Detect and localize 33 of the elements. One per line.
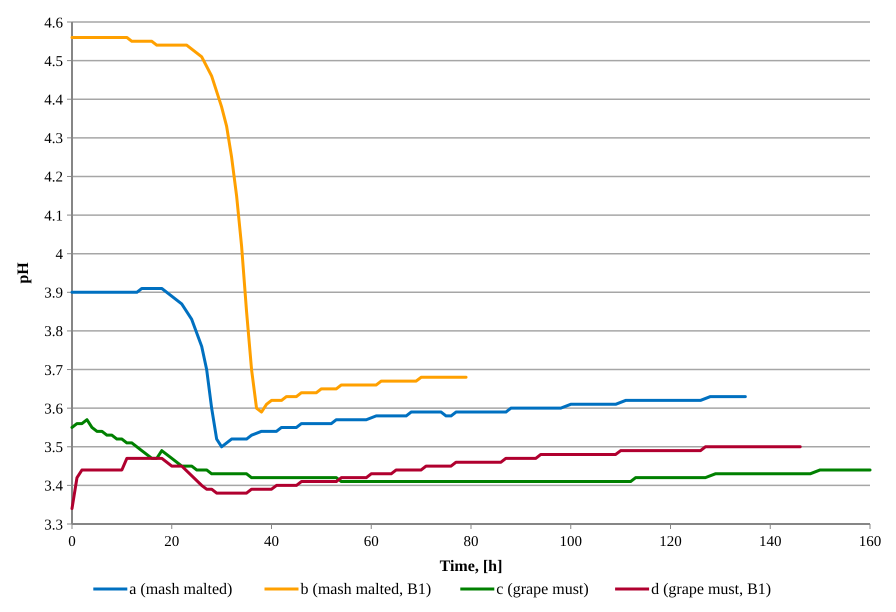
x-tick-label: 120 bbox=[659, 534, 682, 550]
legend-label: a (mash malted) bbox=[129, 581, 232, 598]
legend-label: c (grape must) bbox=[496, 581, 589, 598]
y-tick-label: 4.3 bbox=[44, 131, 63, 148]
y-tick-label: 4.6 bbox=[44, 15, 64, 32]
line-series bbox=[70, 418, 872, 484]
y-tick-label: 4 bbox=[56, 246, 64, 263]
x-tick-label: 140 bbox=[759, 534, 782, 550]
y-axis-title: pH bbox=[15, 262, 32, 284]
y-tick-label: 4.5 bbox=[44, 54, 63, 70]
y-tick-label: 3.4 bbox=[44, 478, 64, 495]
y-tick-label: 3.3 bbox=[44, 517, 63, 534]
y-tick-label: 3.8 bbox=[44, 324, 63, 340]
x-tick-label: 40 bbox=[264, 534, 279, 550]
y-tick-label: 4.4 bbox=[44, 92, 64, 108]
y-tick-label: 3.5 bbox=[44, 440, 63, 456]
x-tick-label: 160 bbox=[858, 534, 882, 550]
y-tick-label: 4.1 bbox=[44, 208, 63, 224]
x-tick-label: 80 bbox=[464, 534, 478, 550]
x-tick-label: 20 bbox=[164, 534, 180, 550]
line-series bbox=[70, 36, 468, 414]
y-tick-label: 3.9 bbox=[44, 286, 63, 302]
line-series bbox=[70, 445, 802, 510]
line-series bbox=[70, 286, 747, 448]
y-tick-label: 4.2 bbox=[44, 170, 63, 186]
x-tick-label: 60 bbox=[364, 534, 379, 550]
y-tick-label: 3.7 bbox=[44, 362, 64, 379]
x-axis-title: Time, [h] bbox=[440, 558, 502, 575]
x-tick-label: 0 bbox=[68, 534, 76, 550]
x-tick-label: 100 bbox=[560, 534, 582, 550]
y-tick-label: 3.6 bbox=[44, 401, 64, 418]
legend-label: b (mash malted, B1) bbox=[300, 581, 432, 598]
legend-label: d (grape must, B1) bbox=[651, 581, 772, 598]
